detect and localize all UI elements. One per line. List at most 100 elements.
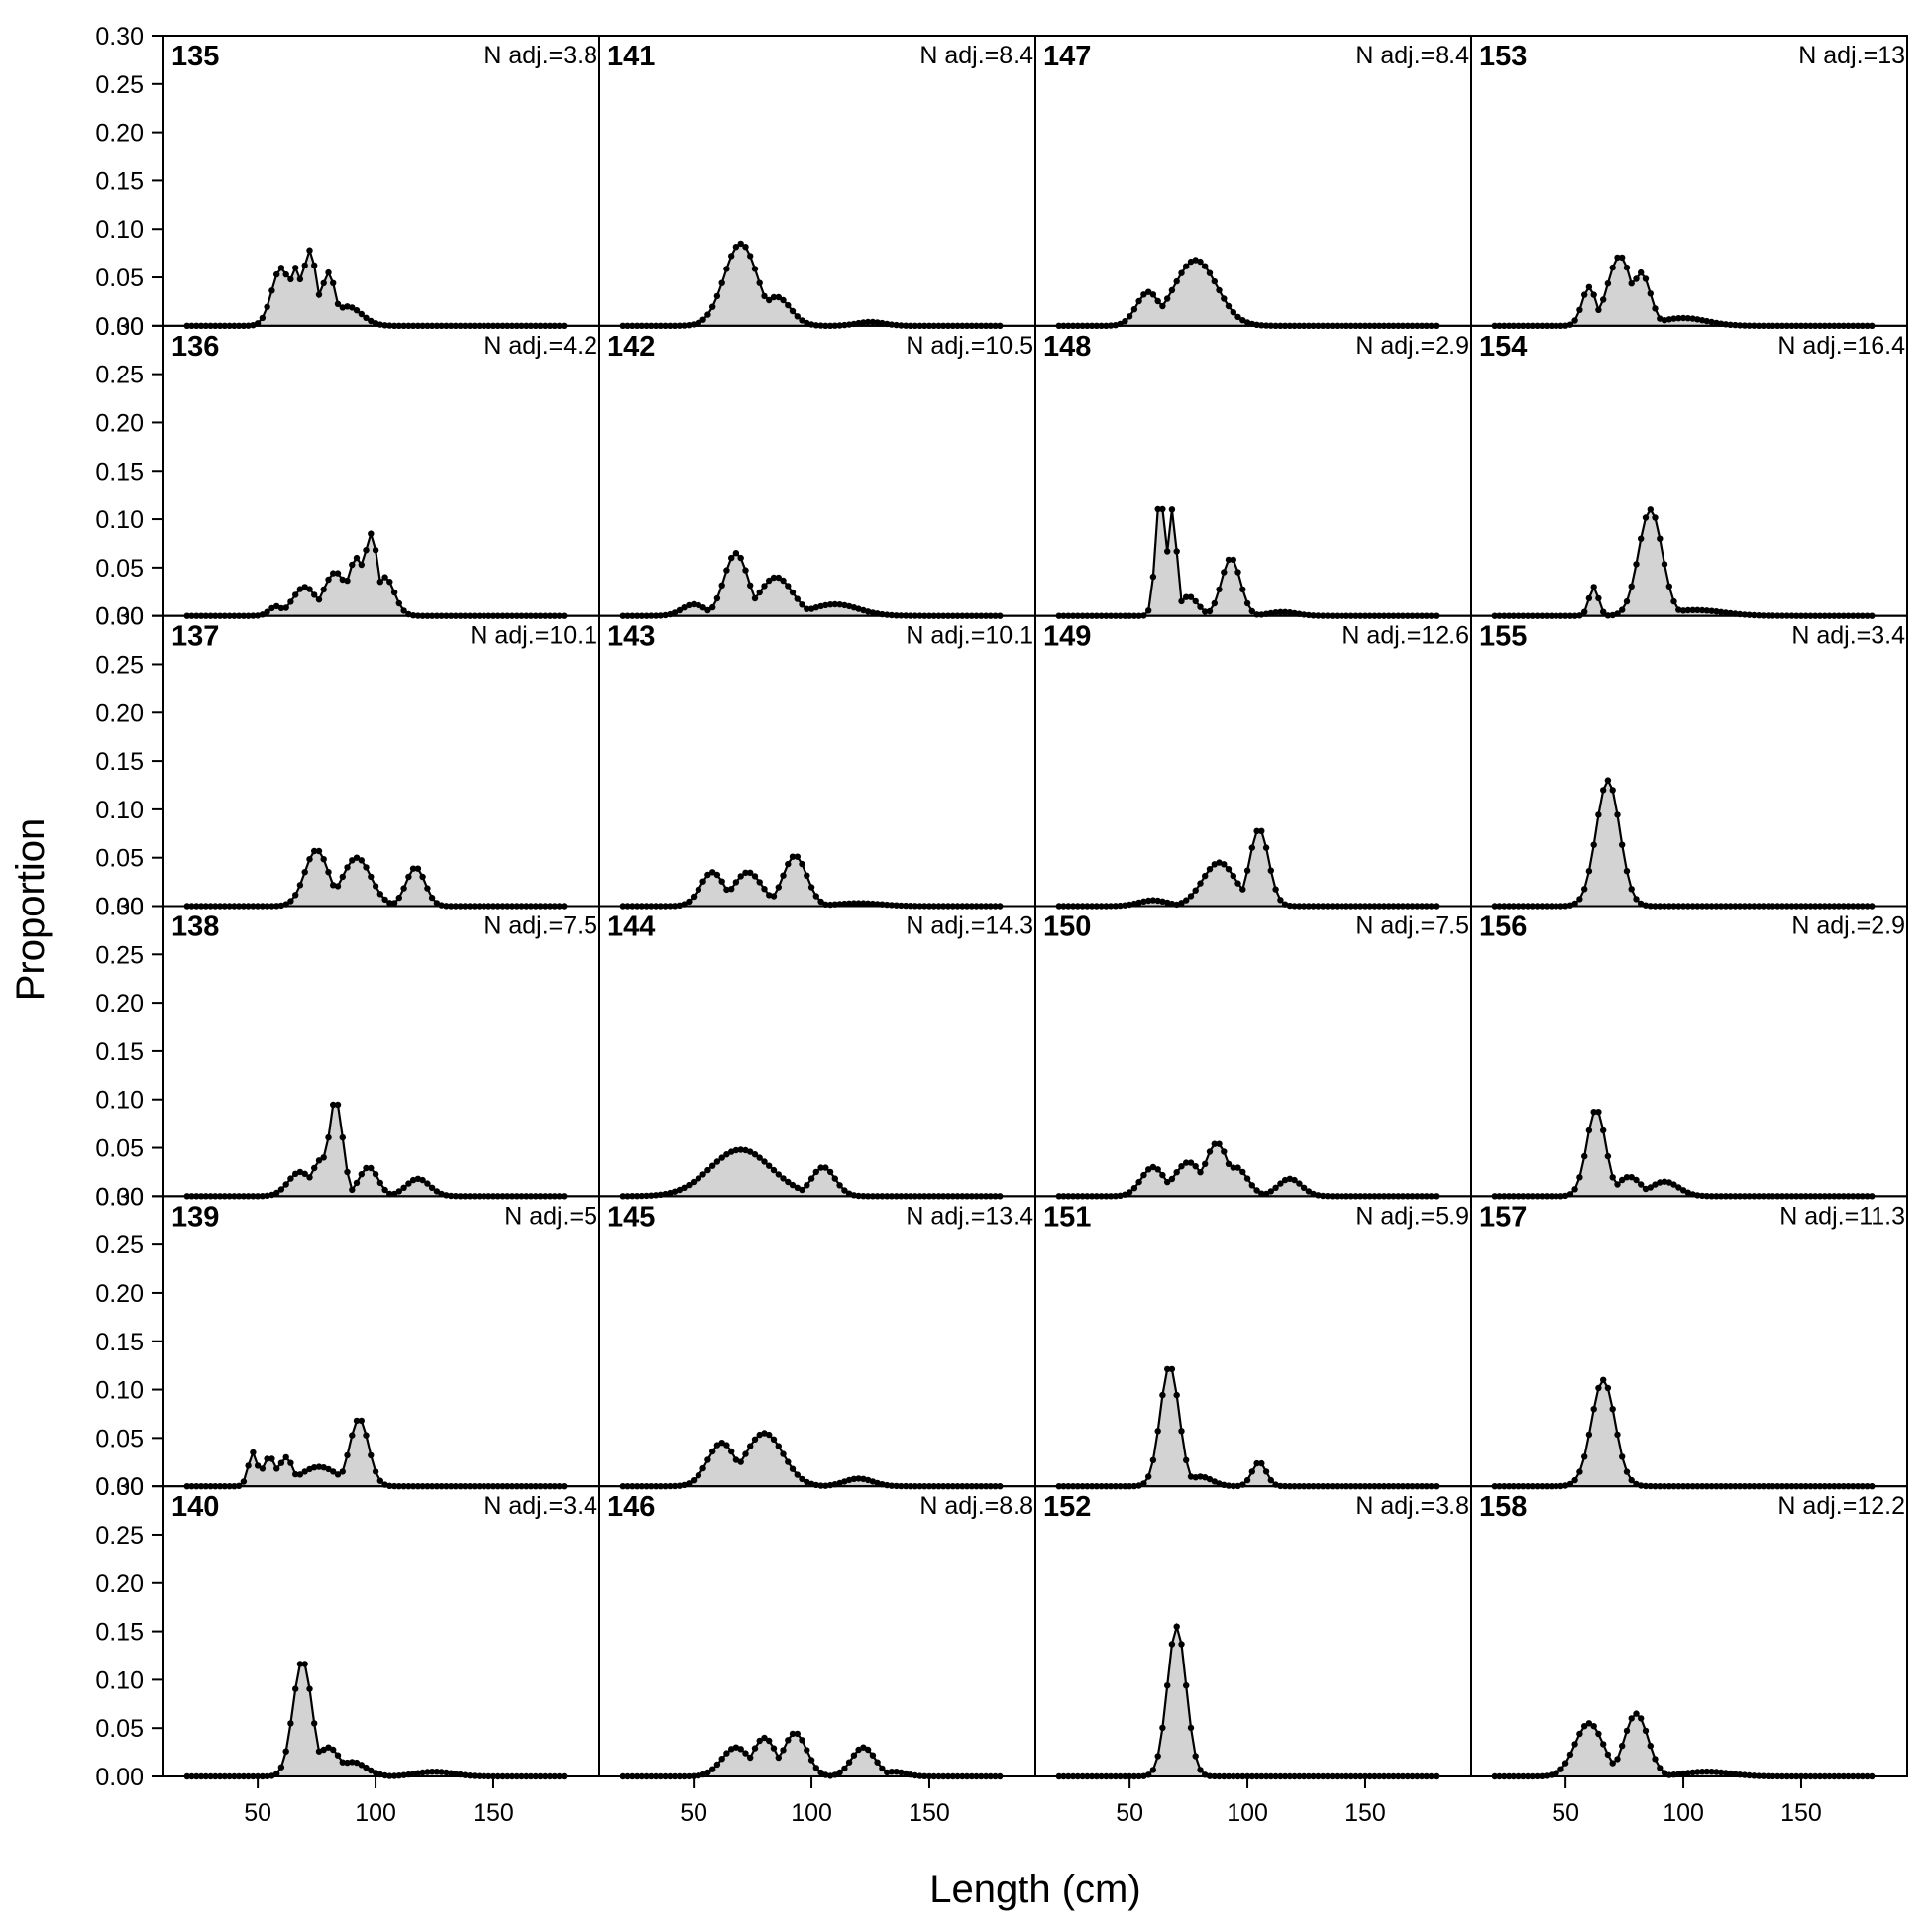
data-point (775, 884, 782, 891)
panel-frame (1034, 324, 1472, 617)
data-point (1609, 264, 1616, 271)
distribution-area (1494, 1713, 1873, 1776)
data-point (723, 266, 730, 272)
data-point (780, 1747, 787, 1754)
data-point (1173, 277, 1180, 285)
data-point (292, 591, 299, 598)
data-point (723, 1442, 730, 1449)
data-point (1211, 1140, 1219, 1147)
data-point (789, 1730, 797, 1738)
data-point (812, 1168, 819, 1176)
distribution-line (1058, 259, 1437, 327)
n-adj-label: N adj.=2.9 (1355, 332, 1469, 360)
data-point (1717, 608, 1725, 615)
data-point (1126, 1189, 1133, 1196)
data-point (1576, 1468, 1583, 1475)
data-point (1149, 1767, 1157, 1773)
data-point (292, 1685, 299, 1692)
data-point (794, 1730, 801, 1738)
data-point (1216, 286, 1223, 294)
data-point (1159, 1171, 1166, 1179)
distribution-area (1058, 509, 1437, 616)
data-point (845, 602, 853, 610)
panel-frame (162, 905, 600, 1198)
distribution-area (1058, 1626, 1437, 1776)
x-tick-label: 100 (1227, 1799, 1268, 1827)
data-point (1647, 1742, 1655, 1750)
data-point (1258, 1459, 1265, 1467)
n-adj-label: N adj.=3.8 (1355, 1492, 1469, 1520)
data-point (1675, 315, 1682, 322)
data-point (761, 583, 768, 590)
data-point (1168, 506, 1176, 513)
data-point (349, 304, 356, 311)
data-point (671, 1188, 679, 1195)
data-point (709, 603, 716, 611)
data-point (1216, 859, 1223, 866)
panel-label: 148 (1043, 331, 1091, 363)
panel-146: 146 N adj.=8.8 (598, 1485, 1036, 1780)
data-point (1600, 1376, 1607, 1384)
data-point (1595, 811, 1602, 818)
data-point (1689, 606, 1696, 613)
data-point (334, 300, 342, 307)
data-point (1173, 1169, 1180, 1176)
data-point (1713, 1769, 1720, 1775)
data-point (1216, 1480, 1223, 1487)
data-point (1595, 306, 1602, 313)
distribution-line (1494, 1111, 1873, 1198)
data-point (1159, 505, 1166, 513)
data-point (273, 1465, 280, 1472)
data-point (1689, 1769, 1696, 1776)
data-point (845, 1190, 853, 1197)
data-point (747, 582, 754, 589)
data-point (363, 1164, 370, 1172)
data-point (363, 547, 370, 554)
data-point (1277, 897, 1284, 904)
data-point (713, 594, 721, 602)
data-point (1708, 318, 1715, 326)
data-point (718, 1154, 725, 1161)
data-point (1633, 896, 1640, 903)
panel-148: 148 N adj.=2.9 (1034, 324, 1472, 619)
data-point (761, 1158, 768, 1165)
y-axis: 0.000.050.100.150.200.250.300.000.050.10… (95, 23, 163, 1791)
data-point (1202, 872, 1209, 880)
data-point (1183, 1456, 1190, 1464)
data-point (268, 287, 275, 294)
y-tick-label: 0.05 (95, 1715, 144, 1743)
data-point (372, 1171, 379, 1178)
n-adj-label: N adj.=3.4 (1791, 622, 1905, 650)
data-point (344, 1168, 351, 1176)
data-point (1173, 548, 1180, 555)
data-point (372, 883, 379, 890)
panel-158: 158 N adj.=12.2 (1470, 1485, 1908, 1780)
data-point (1642, 275, 1650, 282)
data-point (330, 1101, 337, 1109)
panel-frame (1470, 1485, 1908, 1777)
panel-frame (162, 1195, 600, 1488)
data-point (1178, 1428, 1185, 1435)
data-point (713, 871, 721, 879)
data-point (1154, 897, 1161, 905)
data-point (1727, 609, 1734, 617)
data-point (699, 878, 706, 885)
data-point (1305, 1188, 1313, 1195)
data-point (1623, 1174, 1631, 1181)
panel-149: 149 N adj.=12.6 (1034, 614, 1472, 910)
data-point (756, 279, 763, 286)
data-point (448, 1770, 455, 1776)
data-point (1679, 1770, 1687, 1777)
data-point (311, 1164, 318, 1172)
x-tick-label: 100 (1663, 1799, 1704, 1827)
panel-141: 141 N adj.=8.4 (598, 35, 1036, 329)
y-tick-label: 0.10 (95, 797, 144, 824)
data-point (1665, 583, 1673, 590)
data-point (1164, 1682, 1171, 1689)
data-point (259, 1465, 267, 1472)
data-point (1647, 290, 1655, 297)
data-point (785, 1458, 792, 1465)
data-point (855, 1475, 862, 1482)
data-point (1178, 597, 1185, 605)
distribution-area (622, 856, 1001, 907)
